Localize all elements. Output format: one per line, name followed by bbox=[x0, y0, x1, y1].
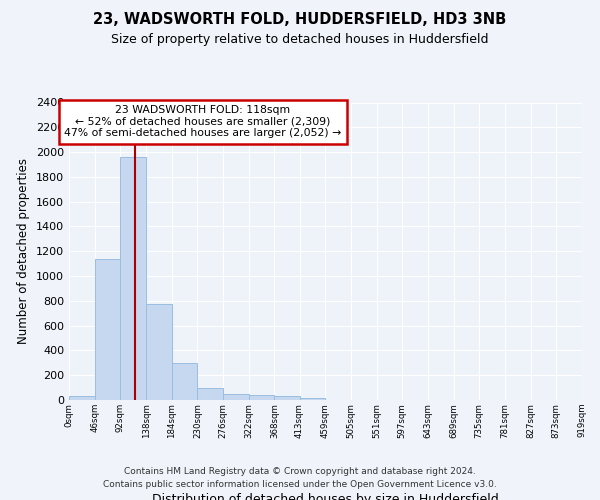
Text: Contains HM Land Registry data © Crown copyright and database right 2024.: Contains HM Land Registry data © Crown c… bbox=[124, 467, 476, 476]
Bar bbox=[172, 363, 197, 400]
Bar bbox=[299, 398, 325, 400]
Text: 23, WADSWORTH FOLD, HUDDERSFIELD, HD3 3NB: 23, WADSWORTH FOLD, HUDDERSFIELD, HD3 3N… bbox=[94, 12, 506, 28]
Y-axis label: Number of detached properties: Number of detached properties bbox=[17, 158, 31, 344]
Bar bbox=[121, 157, 146, 400]
Bar bbox=[69, 396, 95, 400]
Text: 23 WADSWORTH FOLD: 118sqm
← 52% of detached houses are smaller (2,309)
47% of se: 23 WADSWORTH FOLD: 118sqm ← 52% of detac… bbox=[64, 105, 341, 138]
Bar bbox=[223, 394, 249, 400]
Text: Contains public sector information licensed under the Open Government Licence v3: Contains public sector information licen… bbox=[103, 480, 497, 489]
Bar bbox=[95, 260, 121, 400]
X-axis label: Distribution of detached houses by size in Huddersfield: Distribution of detached houses by size … bbox=[152, 493, 499, 500]
Bar bbox=[249, 395, 274, 400]
Bar bbox=[274, 396, 299, 400]
Bar bbox=[197, 388, 223, 400]
Bar bbox=[146, 304, 172, 400]
Text: Size of property relative to detached houses in Huddersfield: Size of property relative to detached ho… bbox=[111, 32, 489, 46]
